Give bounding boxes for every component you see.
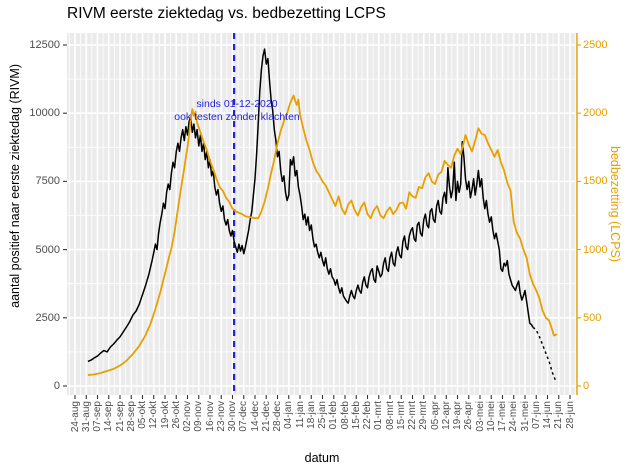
y-right-tick-label: 0: [583, 380, 590, 392]
x-tick-label: 11-jan: [294, 401, 306, 429]
x-tick-label: 15-feb: [350, 401, 362, 430]
x-tick-label: 07-sep: [92, 401, 103, 432]
x-tick-label: 10-mei: [485, 401, 497, 432]
y-right-tick-label: 1000: [583, 243, 608, 256]
x-tick-label: 21-jun: [553, 401, 565, 429]
x-tick-label: 12-okt: [148, 401, 160, 429]
series-line-rivm: [87, 48, 534, 363]
x-tick-label: 22-feb: [362, 401, 373, 430]
x-tick-label: 19-okt: [159, 401, 171, 429]
x-tick-label: 18-jan: [305, 401, 317, 429]
x-tick-label: 26-okt: [170, 401, 182, 429]
x-tick-label: 08-feb: [339, 401, 351, 430]
x-tick-label: 07-jun: [530, 401, 542, 429]
y-left-tick-label: 7500: [35, 175, 60, 188]
annotation-line-2: ook testen zonder klachten: [174, 111, 300, 123]
y-left-tick-label: 0: [53, 380, 60, 392]
x-tick-label: 28-jun: [564, 401, 576, 429]
x-tick-label: 30-nov: [227, 401, 238, 432]
x-tick-label: 09-nov: [193, 401, 205, 432]
x-tick-label: 14-sep: [103, 401, 115, 432]
x-tick-label: 26-apr: [463, 401, 475, 430]
chart-title: RIVM eerste ziektedag vs. bedbezetting L…: [67, 5, 386, 22]
x-tick-label: 01-feb: [328, 401, 340, 430]
x-tick-label: 17-mei: [497, 401, 508, 432]
y-right-tick-label: 500: [583, 311, 602, 324]
x-tick-label: 21-dec: [260, 401, 272, 432]
x-tick-label: 05-apr: [429, 401, 441, 430]
x-tick-label: 31-aug: [80, 401, 92, 433]
x-tick-label: 28-sep: [125, 401, 137, 432]
x-tick-label: 04-jan: [283, 401, 295, 429]
x-tick-label: 02-nov: [182, 401, 193, 432]
y-left-tick-label: 5000: [35, 243, 60, 256]
x-tick-label: 23-nov: [215, 401, 227, 432]
x-tick-label: 28-dec: [272, 401, 283, 432]
y-left-tick-label: 12500: [29, 39, 60, 51]
x-tick-label: 14-dec: [249, 401, 261, 432]
x-axis-title: datum: [304, 451, 340, 465]
x-tick-label: 19-apr: [452, 401, 463, 430]
x-tick-label: 25-jan: [317, 401, 328, 429]
x-tick-label: 12-apr: [440, 401, 452, 430]
x-tick-label: 14-jun: [542, 401, 553, 429]
x-tick-label: 01-mrt: [373, 401, 385, 430]
y-right-tick-label: 2500: [583, 39, 608, 51]
x-tick-label: 16-nov: [204, 401, 216, 432]
x-tick-label: 31-mei: [519, 401, 531, 432]
x-tick-label: 24-aug: [69, 401, 81, 433]
y-left-tick-label: 10000: [29, 107, 60, 120]
vline-annotation: sinds 01-12-2020 ook testen zonder klach…: [174, 98, 300, 124]
x-tick-label: 07-dec: [238, 401, 250, 432]
x-tick-label: 08-mrt: [384, 401, 396, 430]
x-tick-label: 29-mrt: [418, 401, 430, 430]
series-line-lcps: [87, 94, 558, 376]
x-tick-label: 03-mei: [474, 401, 486, 432]
y-right-tick-label: 1500: [583, 175, 608, 188]
series-line-rivm-provisional: [532, 326, 557, 381]
y-left-tick-label: 2500: [35, 311, 60, 324]
x-tick-label: 24-mei: [508, 401, 520, 432]
y-axis-title-right: bedbezetting (LCPS): [608, 146, 622, 263]
annotation-line-1: sinds 01-12-2020: [196, 98, 278, 110]
x-tick-label: 21-sep: [114, 401, 126, 432]
x-tick-label: 05-okt: [137, 401, 148, 429]
x-tick-label: 15-mrt: [395, 401, 407, 430]
y-right-tick-label: 2000: [583, 107, 608, 120]
x-tick-label: 22-mrt: [407, 401, 418, 430]
